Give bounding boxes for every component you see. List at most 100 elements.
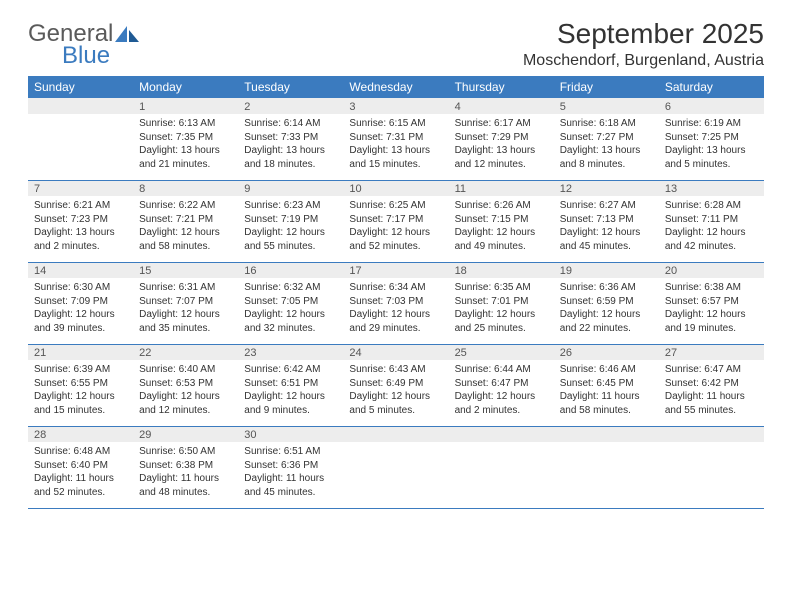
sunrise-text: Sunrise: 6:46 AM — [560, 363, 653, 377]
sunset-text: Sunset: 6:57 PM — [665, 295, 758, 309]
day-number: 16 — [238, 262, 343, 278]
daylight-line1: Daylight: 13 hours — [34, 226, 127, 240]
daylight-line1: Daylight: 12 hours — [349, 308, 442, 322]
header: General Blue September 2025 Moschendorf,… — [28, 18, 764, 70]
day-cell — [449, 442, 554, 508]
daylight-line1: Daylight: 11 hours — [34, 472, 127, 486]
sunset-text: Sunset: 7:07 PM — [139, 295, 232, 309]
content-row: Sunrise: 6:30 AMSunset: 7:09 PMDaylight:… — [28, 278, 764, 344]
sunset-text: Sunset: 7:13 PM — [560, 213, 653, 227]
day-header: Friday — [554, 76, 659, 98]
daylight-line1: Daylight: 12 hours — [139, 390, 232, 404]
day-number: 11 — [449, 180, 554, 196]
day-cell: Sunrise: 6:48 AMSunset: 6:40 PMDaylight:… — [28, 442, 133, 508]
day-cell: Sunrise: 6:27 AMSunset: 7:13 PMDaylight:… — [554, 196, 659, 262]
day-cell: Sunrise: 6:25 AMSunset: 7:17 PMDaylight:… — [343, 196, 448, 262]
day-cell: Sunrise: 6:36 AMSunset: 6:59 PMDaylight:… — [554, 278, 659, 344]
daylight-line1: Daylight: 12 hours — [244, 308, 337, 322]
sunrise-text: Sunrise: 6:30 AM — [34, 281, 127, 295]
day-cell: Sunrise: 6:26 AMSunset: 7:15 PMDaylight:… — [449, 196, 554, 262]
day-number: 20 — [659, 262, 764, 278]
sunrise-text: Sunrise: 6:50 AM — [139, 445, 232, 459]
logo: General Blue — [28, 18, 141, 68]
daylight-line1: Daylight: 13 hours — [560, 144, 653, 158]
day-cell: Sunrise: 6:18 AMSunset: 7:27 PMDaylight:… — [554, 114, 659, 180]
sunrise-text: Sunrise: 6:26 AM — [455, 199, 548, 213]
sunset-text: Sunset: 6:53 PM — [139, 377, 232, 391]
daylight-line2: and 15 minutes. — [349, 158, 442, 172]
day-header: Saturday — [659, 76, 764, 98]
logo-text-block: General Blue — [28, 22, 113, 68]
sunset-text: Sunset: 6:45 PM — [560, 377, 653, 391]
sunset-text: Sunset: 6:40 PM — [34, 459, 127, 473]
daylight-line2: and 45 minutes. — [244, 486, 337, 500]
daylight-line2: and 9 minutes. — [244, 404, 337, 418]
day-number — [343, 426, 448, 442]
day-cell: Sunrise: 6:47 AMSunset: 6:42 PMDaylight:… — [659, 360, 764, 426]
day-cell: Sunrise: 6:38 AMSunset: 6:57 PMDaylight:… — [659, 278, 764, 344]
location: Moschendorf, Burgenland, Austria — [523, 52, 764, 70]
daylight-line2: and 5 minutes. — [665, 158, 758, 172]
day-number: 6 — [659, 98, 764, 114]
daylight-line2: and 48 minutes. — [139, 486, 232, 500]
day-cell: Sunrise: 6:44 AMSunset: 6:47 PMDaylight:… — [449, 360, 554, 426]
day-number: 2 — [238, 98, 343, 114]
day-number: 8 — [133, 180, 238, 196]
day-number — [659, 426, 764, 442]
sunset-text: Sunset: 7:33 PM — [244, 131, 337, 145]
sunrise-text: Sunrise: 6:42 AM — [244, 363, 337, 377]
daylight-line1: Daylight: 11 hours — [665, 390, 758, 404]
daylight-line1: Daylight: 12 hours — [665, 308, 758, 322]
sunset-text: Sunset: 7:03 PM — [349, 295, 442, 309]
sunrise-text: Sunrise: 6:47 AM — [665, 363, 758, 377]
daylight-line1: Daylight: 11 hours — [244, 472, 337, 486]
daylight-line1: Daylight: 13 hours — [349, 144, 442, 158]
sunrise-text: Sunrise: 6:31 AM — [139, 281, 232, 295]
day-number: 23 — [238, 344, 343, 360]
daylight-line1: Daylight: 12 hours — [34, 390, 127, 404]
content-row: Sunrise: 6:21 AMSunset: 7:23 PMDaylight:… — [28, 196, 764, 262]
day-number — [554, 426, 659, 442]
content-row: Sunrise: 6:13 AMSunset: 7:35 PMDaylight:… — [28, 114, 764, 180]
day-number: 13 — [659, 180, 764, 196]
day-cell: Sunrise: 6:40 AMSunset: 6:53 PMDaylight:… — [133, 360, 238, 426]
sunset-text: Sunset: 7:25 PM — [665, 131, 758, 145]
day-cell: Sunrise: 6:42 AMSunset: 6:51 PMDaylight:… — [238, 360, 343, 426]
content-row: Sunrise: 6:39 AMSunset: 6:55 PMDaylight:… — [28, 360, 764, 426]
sunrise-text: Sunrise: 6:21 AM — [34, 199, 127, 213]
content-row: Sunrise: 6:48 AMSunset: 6:40 PMDaylight:… — [28, 442, 764, 508]
day-cell: Sunrise: 6:50 AMSunset: 6:38 PMDaylight:… — [133, 442, 238, 508]
day-cell: Sunrise: 6:22 AMSunset: 7:21 PMDaylight:… — [133, 196, 238, 262]
day-cell: Sunrise: 6:21 AMSunset: 7:23 PMDaylight:… — [28, 196, 133, 262]
sunset-text: Sunset: 7:35 PM — [139, 131, 232, 145]
sunrise-text: Sunrise: 6:32 AM — [244, 281, 337, 295]
daylight-line1: Daylight: 12 hours — [34, 308, 127, 322]
daylight-line2: and 49 minutes. — [455, 240, 548, 254]
daylight-line2: and 52 minutes. — [34, 486, 127, 500]
daylight-line1: Daylight: 13 hours — [139, 144, 232, 158]
day-cell: Sunrise: 6:19 AMSunset: 7:25 PMDaylight:… — [659, 114, 764, 180]
daylight-line2: and 19 minutes. — [665, 322, 758, 336]
daylight-line2: and 39 minutes. — [34, 322, 127, 336]
daylight-line1: Daylight: 13 hours — [455, 144, 548, 158]
daylight-line1: Daylight: 12 hours — [560, 226, 653, 240]
sunset-text: Sunset: 7:29 PM — [455, 131, 548, 145]
daylight-line1: Daylight: 13 hours — [665, 144, 758, 158]
day-number: 26 — [554, 344, 659, 360]
day-number: 22 — [133, 344, 238, 360]
day-number: 1 — [133, 98, 238, 114]
day-cell — [343, 442, 448, 508]
daylight-line1: Daylight: 12 hours — [455, 390, 548, 404]
day-header: Sunday — [28, 76, 133, 98]
sunset-text: Sunset: 7:15 PM — [455, 213, 548, 227]
daylight-line2: and 22 minutes. — [560, 322, 653, 336]
sunset-text: Sunset: 7:09 PM — [34, 295, 127, 309]
sunset-text: Sunset: 6:55 PM — [34, 377, 127, 391]
sunset-text: Sunset: 6:42 PM — [665, 377, 758, 391]
daylight-line2: and 2 minutes. — [455, 404, 548, 418]
sunset-text: Sunset: 7:31 PM — [349, 131, 442, 145]
daylight-line2: and 5 minutes. — [349, 404, 442, 418]
day-cell: Sunrise: 6:34 AMSunset: 7:03 PMDaylight:… — [343, 278, 448, 344]
daylight-line2: and 12 minutes. — [139, 404, 232, 418]
day-number: 3 — [343, 98, 448, 114]
